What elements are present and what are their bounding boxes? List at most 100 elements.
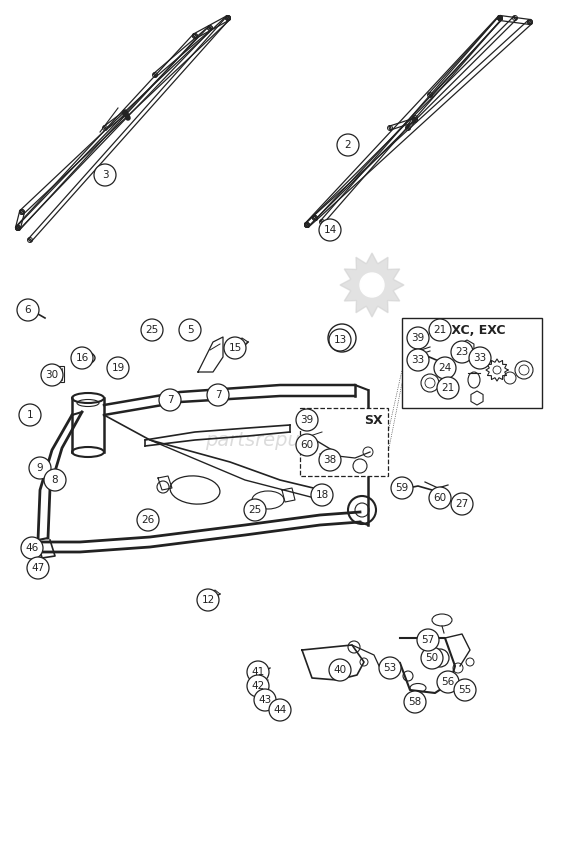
Circle shape	[27, 557, 49, 579]
Text: 18: 18	[315, 490, 329, 500]
Circle shape	[71, 347, 93, 369]
Circle shape	[407, 327, 429, 349]
Bar	[46, 366, 64, 382]
Circle shape	[454, 679, 476, 701]
Text: 21: 21	[433, 325, 447, 335]
Text: 58: 58	[408, 697, 422, 707]
Text: 21: 21	[441, 383, 455, 393]
Text: 60: 60	[300, 440, 314, 450]
Text: 59: 59	[395, 483, 409, 493]
Text: 1: 1	[27, 410, 33, 420]
Circle shape	[94, 164, 116, 186]
Text: 27: 27	[455, 499, 469, 509]
Text: 12: 12	[201, 595, 215, 605]
Circle shape	[319, 219, 341, 241]
Text: 7: 7	[167, 395, 173, 405]
Text: 30: 30	[45, 370, 58, 380]
Circle shape	[254, 689, 276, 711]
Text: 55: 55	[458, 685, 472, 695]
Text: 39: 39	[412, 333, 424, 343]
Circle shape	[451, 341, 473, 363]
Circle shape	[197, 589, 219, 611]
Circle shape	[41, 364, 63, 386]
Text: 7: 7	[215, 390, 222, 400]
Text: 16: 16	[75, 353, 89, 363]
Text: 26: 26	[141, 515, 154, 525]
Circle shape	[107, 357, 129, 379]
Bar	[300, 408, 388, 476]
Text: 9: 9	[37, 463, 43, 473]
Text: 13: 13	[333, 335, 347, 345]
Circle shape	[391, 477, 413, 499]
Text: 25: 25	[145, 325, 159, 335]
Text: 25: 25	[248, 505, 262, 515]
Text: 2: 2	[345, 140, 352, 150]
Text: 33: 33	[412, 355, 424, 365]
Circle shape	[296, 434, 318, 456]
Text: 19: 19	[111, 363, 125, 373]
Text: 46: 46	[26, 543, 38, 553]
Circle shape	[429, 487, 451, 509]
Circle shape	[29, 457, 51, 479]
Circle shape	[19, 404, 41, 426]
Circle shape	[329, 329, 351, 351]
Circle shape	[319, 449, 341, 471]
Text: 33: 33	[473, 353, 487, 363]
Text: 5: 5	[187, 325, 194, 335]
Text: 60: 60	[433, 493, 447, 503]
Text: 3: 3	[101, 170, 108, 180]
Circle shape	[296, 409, 318, 431]
Circle shape	[247, 661, 269, 683]
Text: 8: 8	[52, 475, 58, 485]
Circle shape	[404, 691, 426, 713]
Text: 14: 14	[324, 225, 336, 235]
Circle shape	[421, 647, 443, 669]
Circle shape	[451, 493, 473, 515]
Circle shape	[417, 629, 439, 651]
Circle shape	[337, 134, 359, 156]
Circle shape	[141, 319, 163, 341]
Text: 41: 41	[251, 667, 265, 677]
Polygon shape	[340, 253, 404, 317]
Circle shape	[159, 389, 181, 411]
Circle shape	[44, 469, 66, 491]
Text: 6: 6	[24, 305, 31, 315]
Circle shape	[407, 349, 429, 371]
Circle shape	[17, 299, 39, 321]
Text: 50: 50	[426, 653, 438, 663]
Circle shape	[244, 499, 266, 521]
Text: 40: 40	[333, 665, 346, 675]
Text: 56: 56	[441, 677, 455, 687]
Circle shape	[429, 319, 451, 341]
Circle shape	[21, 537, 43, 559]
Text: partsrepublik: partsrepublik	[205, 430, 335, 450]
Text: 15: 15	[229, 343, 241, 353]
Circle shape	[179, 319, 201, 341]
Text: SX: SX	[364, 413, 382, 427]
Text: 53: 53	[384, 663, 396, 673]
Circle shape	[207, 384, 229, 406]
Bar	[402, 318, 542, 408]
Circle shape	[379, 657, 401, 679]
Circle shape	[434, 357, 456, 379]
Circle shape	[269, 699, 291, 721]
Circle shape	[247, 675, 269, 697]
Text: MXC, EXC: MXC, EXC	[439, 323, 505, 337]
Text: 42: 42	[251, 681, 265, 691]
Circle shape	[469, 347, 491, 369]
Circle shape	[437, 377, 459, 399]
Circle shape	[360, 273, 384, 297]
Circle shape	[437, 671, 459, 693]
Text: 23: 23	[455, 347, 469, 357]
Text: 43: 43	[258, 695, 272, 705]
Text: 47: 47	[31, 563, 45, 573]
Circle shape	[224, 337, 246, 359]
Text: 24: 24	[438, 363, 452, 373]
Circle shape	[329, 659, 351, 681]
Circle shape	[311, 484, 333, 506]
Text: 38: 38	[324, 455, 336, 465]
Text: 44: 44	[273, 705, 287, 715]
Text: 57: 57	[422, 635, 434, 645]
Text: 39: 39	[300, 415, 314, 425]
Circle shape	[137, 509, 159, 531]
